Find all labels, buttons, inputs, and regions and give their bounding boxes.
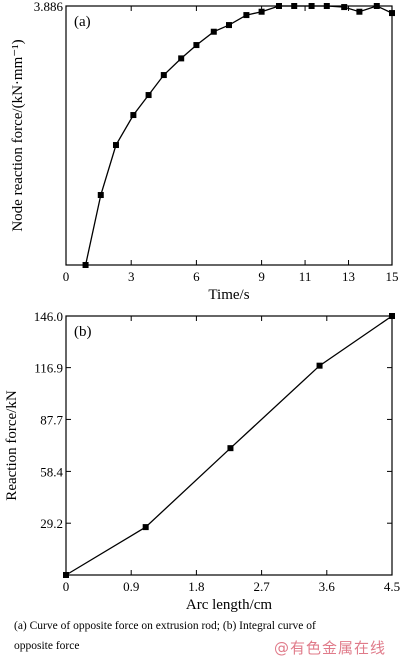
y-tick-label: 87.7: [40, 412, 63, 427]
x-tick-label: 1.8: [188, 579, 204, 594]
data-point-marker: [145, 92, 152, 99]
x-tick-label: 13: [342, 269, 355, 284]
plot-frame: [65, 5, 393, 266]
y-axis-title: Node reaction force/(kN·mm⁻¹): [10, 39, 26, 231]
data-point-marker: [341, 4, 348, 11]
panel-label: (a): [74, 14, 91, 30]
y-tick-label: 116.9: [34, 361, 63, 376]
data-point-marker: [258, 8, 265, 15]
x-tick-label: 0: [63, 269, 70, 284]
data-point-marker: [316, 362, 323, 369]
x-tick-label: 9: [258, 269, 265, 284]
x-tick-label: 6: [193, 269, 200, 284]
x-tick-label: 3: [128, 269, 135, 284]
data-point-marker: [193, 42, 200, 49]
watermark: @有色金属在线: [273, 639, 386, 657]
data-point-marker: [226, 22, 232, 29]
y-tick-label: 58.4: [40, 464, 63, 479]
data-point-marker: [373, 3, 380, 9]
y-tick-label: 3.886: [34, 0, 64, 14]
panel-b-chart: 0 0.9 1.8 2.7 3.6 4.5 29.2 58.4 87.7 116.9 146.0 (b…: [4, 309, 400, 613]
data-point-marker: [389, 313, 395, 319]
x-tick-label: 0: [63, 579, 70, 594]
data-point-marker: [112, 142, 119, 149]
data-point-marker: [160, 72, 167, 79]
data-point-marker: [356, 8, 363, 15]
data-point-marker: [142, 524, 149, 531]
caption-line-2: opposite force: [14, 640, 80, 652]
data-point-marker: [227, 445, 234, 452]
data-point-marker: [389, 10, 395, 17]
y-tick-label: 146.0: [34, 309, 63, 324]
series-line: [84, 5, 393, 266]
data-point-marker: [243, 12, 250, 19]
y-axis-title: Reaction force/kN: [4, 390, 20, 501]
data-point-marker: [323, 3, 330, 9]
data-point-marker: [291, 3, 298, 9]
data-point-marker: [82, 262, 89, 268]
x-axis-title: Time/s: [208, 287, 249, 303]
x-tick-label: 3.6: [319, 579, 336, 594]
panel-label: (b): [74, 324, 92, 340]
data-point-marker: [130, 112, 137, 119]
panel-a-chart: 0 3 6 9 11 13 15 3.886 (a) Time/s Node reaction fo…: [10, 0, 399, 303]
x-tick-label: 11: [299, 269, 312, 284]
x-tick-label: 4.5: [384, 579, 400, 594]
data-point-marker: [308, 3, 315, 9]
x-tick-label: 2.7: [253, 579, 270, 594]
data-point-marker: [178, 55, 185, 62]
x-axis-title: Arc length/cm: [186, 597, 273, 613]
plot-frame: [65, 315, 393, 576]
data-point-marker: [97, 192, 104, 199]
figure-caption: (a) Curve of opposite force on extrusion…: [14, 616, 384, 656]
x-tick-label: 0.9: [123, 579, 139, 594]
data-point-marker: [63, 572, 69, 578]
x-tick-label: 15: [386, 269, 399, 284]
y-tick-label: 29.2: [40, 516, 63, 531]
caption-line-1: (a) Curve of opposite force on extrusion…: [14, 620, 316, 632]
data-point-marker: [275, 3, 282, 9]
data-point-marker: [210, 28, 217, 35]
